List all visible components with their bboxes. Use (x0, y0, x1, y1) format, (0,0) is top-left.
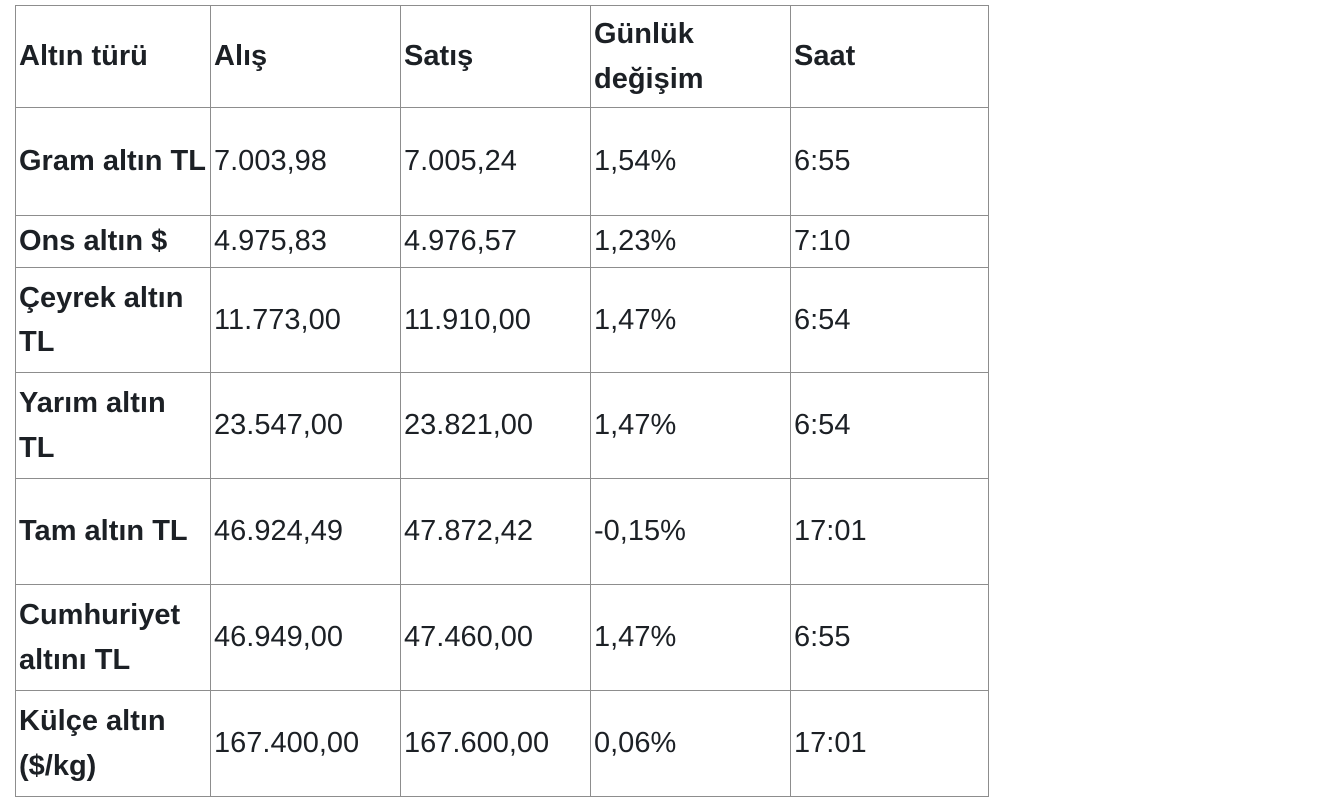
time-cell: 7:10 (790, 215, 989, 268)
daily-change-cell: 0,06% (590, 690, 791, 797)
buy-price-cell: 46.924,49 (210, 478, 401, 585)
buy-price-cell: 23.547,00 (210, 372, 401, 479)
buy-price-cell: 167.400,00 (210, 690, 401, 797)
daily-change-cell: 1,47% (590, 372, 791, 479)
gold-prices-table: Altın türü Alış Satış Günlük değişim Saa… (15, 5, 989, 797)
table-row-kulce-altin: Külçe altın ($/kg) 167.400,00 167.600,00… (15, 690, 989, 797)
sell-price-cell: 23.821,00 (400, 372, 591, 479)
column-header-sell: Satış (400, 5, 591, 108)
sell-price-cell: 47.872,42 (400, 478, 591, 585)
time-cell: 6:54 (790, 372, 989, 479)
daily-change-cell: 1,23% (590, 215, 791, 268)
column-header-buy: Alış (210, 5, 401, 108)
sell-price-cell: 11.910,00 (400, 267, 591, 373)
time-cell: 6:55 (790, 584, 989, 691)
column-header-daily-change: Günlük değişim (590, 5, 791, 108)
row-label-cell: Yarım altın TL (15, 372, 211, 479)
daily-change-cell: 1,54% (590, 107, 791, 216)
row-label-cell: Çeyrek altın TL (15, 267, 211, 373)
table-row-ceyrek-altin: Çeyrek altın TL 11.773,00 11.910,00 1,47… (15, 267, 989, 373)
sell-price-cell: 7.005,24 (400, 107, 591, 216)
row-label-cell: Külçe altın ($/kg) (15, 690, 211, 797)
row-label-cell: Cumhuriyet altını TL (15, 584, 211, 691)
time-cell: 17:01 (790, 690, 989, 797)
time-cell: 6:54 (790, 267, 989, 373)
table-row-tam-altin: Tam altın TL 46.924,49 47.872,42 -0,15% … (15, 478, 989, 585)
buy-price-cell: 11.773,00 (210, 267, 401, 373)
header-row: Altın türü Alış Satış Günlük değişim Saa… (15, 5, 989, 108)
sell-price-cell: 4.976,57 (400, 215, 591, 268)
row-label-cell: Ons altın $ (15, 215, 211, 268)
table-row-cumhuriyet-altini: Cumhuriyet altını TL 46.949,00 47.460,00… (15, 584, 989, 691)
sell-price-cell: 47.460,00 (400, 584, 591, 691)
daily-change-cell: 1,47% (590, 267, 791, 373)
table-row-yarim-altin: Yarım altın TL 23.547,00 23.821,00 1,47%… (15, 372, 989, 479)
buy-price-cell: 7.003,98 (210, 107, 401, 216)
daily-change-cell: 1,47% (590, 584, 791, 691)
table-row-ons-altin: Ons altın $ 4.975,83 4.976,57 1,23% 7:10 (15, 215, 989, 268)
table-row-gram-altin: Gram altın TL 7.003,98 7.005,24 1,54% 6:… (15, 107, 989, 216)
row-label-cell: Gram altın TL (15, 107, 211, 216)
column-header-gold-type: Altın türü (15, 5, 211, 108)
time-cell: 17:01 (790, 478, 989, 585)
buy-price-cell: 46.949,00 (210, 584, 401, 691)
daily-change-cell: -0,15% (590, 478, 791, 585)
time-cell: 6:55 (790, 107, 989, 216)
sell-price-cell: 167.600,00 (400, 690, 591, 797)
row-label-cell: Tam altın TL (15, 478, 211, 585)
buy-price-cell: 4.975,83 (210, 215, 401, 268)
column-header-time: Saat (790, 5, 989, 108)
